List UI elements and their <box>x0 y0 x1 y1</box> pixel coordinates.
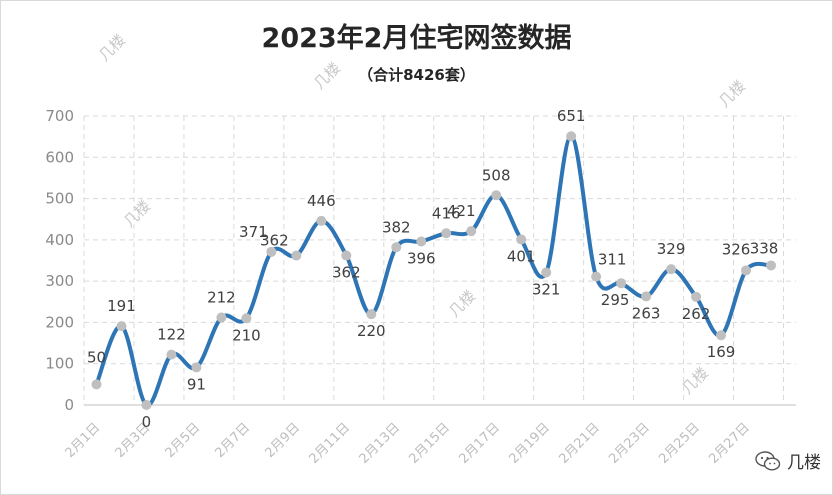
y-axis: 0 100 200 300 400 500 600 700 <box>45 107 74 414</box>
x-tick-label: 2月27日 <box>706 420 753 467</box>
data-point <box>216 312 227 323</box>
data-point <box>441 228 452 239</box>
x-tick-label: 2月7日 <box>213 420 254 461</box>
data-label: 338 <box>750 239 779 257</box>
data-label: 446 <box>307 192 336 210</box>
watermark: 几楼 <box>120 197 154 231</box>
data-label: 401 <box>507 247 536 265</box>
data-label: 263 <box>632 304 661 322</box>
data-point <box>766 260 777 271</box>
data-label: 371 <box>239 223 268 241</box>
x-tick-label: 2月5日 <box>163 420 204 461</box>
y-tick-label: 700 <box>45 107 74 125</box>
x-tick-label: 2月19日 <box>506 420 553 467</box>
y-tick-label: 200 <box>45 313 74 331</box>
data-point <box>141 400 152 410</box>
watermark: 几楼 <box>445 287 479 321</box>
data-point <box>266 246 277 257</box>
data-label: 382 <box>382 218 411 236</box>
data-point <box>666 264 677 275</box>
data-point <box>291 250 302 261</box>
data-point <box>91 379 102 390</box>
data-label: 651 <box>557 107 586 125</box>
y-tick-label: 400 <box>45 231 74 249</box>
data-point <box>741 265 752 276</box>
chart-subtitle: （合计8426套） <box>358 66 475 84</box>
data-label: 421 <box>447 202 476 220</box>
data-label: 262 <box>682 305 711 323</box>
data-label: 311 <box>598 251 627 269</box>
x-tick-label: 2月23日 <box>606 420 653 467</box>
data-point <box>541 267 552 278</box>
data-point <box>516 234 527 245</box>
data-point <box>241 313 252 324</box>
y-tick-label: 100 <box>45 355 74 373</box>
data-label: 0 <box>142 413 152 431</box>
brand: 几楼 <box>755 448 821 473</box>
data-label: 362 <box>332 264 361 282</box>
y-tick-label: 300 <box>45 272 74 290</box>
data-point <box>566 131 577 142</box>
watermark: 几楼 <box>310 59 344 93</box>
data-point <box>341 250 352 261</box>
data-point <box>416 236 427 247</box>
data-point <box>591 271 602 282</box>
markers <box>91 131 777 410</box>
data-point <box>491 190 502 201</box>
data-point <box>616 278 627 289</box>
data-point <box>191 362 202 373</box>
data-label: 321 <box>532 280 561 298</box>
data-label: 326 <box>722 240 751 258</box>
watermark: 几楼 <box>95 31 129 65</box>
data-label: 50 <box>87 348 106 366</box>
data-label: 295 <box>601 291 630 309</box>
data-label: 191 <box>107 297 136 315</box>
data-point <box>466 226 477 237</box>
data-point <box>716 330 727 341</box>
x-tick-label: 2月9日 <box>262 420 303 461</box>
data-point <box>366 309 377 320</box>
brand-label: 几楼 <box>787 453 821 473</box>
data-label: 220 <box>357 322 386 340</box>
data-label: 329 <box>657 240 686 258</box>
y-tick-label: 600 <box>45 148 74 166</box>
y-tick-label: 500 <box>45 190 74 208</box>
data-point <box>691 291 702 302</box>
data-labels: 5019101229121221037136244636222038239641… <box>87 107 778 431</box>
gridlines <box>83 115 796 406</box>
data-label: 91 <box>187 375 206 393</box>
data-label: 210 <box>232 326 261 344</box>
x-tick-label: 2月15日 <box>407 420 454 467</box>
data-label: 212 <box>207 288 236 306</box>
x-axis: 2月1日 2月3日 2月5日 2月7日 2月9日 2月11日 2月13日 2月15日 2月17日… <box>63 420 753 467</box>
x-tick-label: 2月25日 <box>656 420 703 467</box>
watermark: 几楼 <box>715 77 749 111</box>
data-label: 416 <box>432 204 461 222</box>
data-label: 362 <box>260 232 289 250</box>
x-tick-label: 2月17日 <box>456 420 503 467</box>
y-tick-label: 0 <box>64 396 74 414</box>
data-label: 169 <box>707 343 736 361</box>
data-point <box>316 215 327 226</box>
data-point <box>391 242 402 253</box>
chart-title: 2023年2月住宅网签数据 <box>261 23 572 54</box>
data-point <box>116 321 127 332</box>
data-label: 508 <box>482 166 511 184</box>
wechat-icon <box>755 450 781 471</box>
data-point <box>641 291 652 302</box>
x-tick-label: 2月1日 <box>63 420 104 461</box>
x-tick-label: 2月21日 <box>556 420 603 467</box>
x-tick-label: 2月13日 <box>357 420 404 467</box>
x-tick-label: 2月11日 <box>307 420 354 467</box>
data-point <box>166 349 177 360</box>
data-label: 122 <box>157 326 186 344</box>
data-label: 396 <box>407 250 436 268</box>
